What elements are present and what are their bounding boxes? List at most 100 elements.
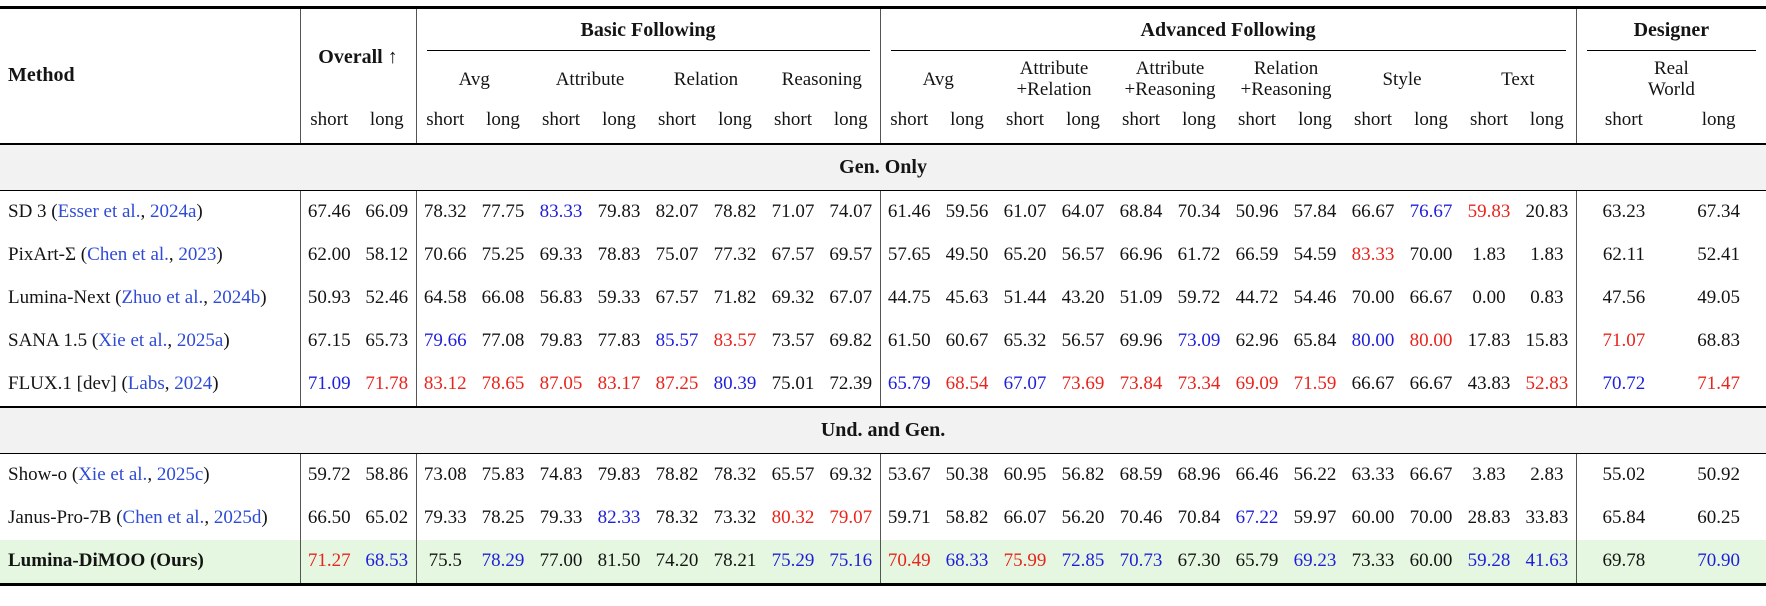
score-cell: 70.49 bbox=[879, 539, 939, 585]
score-cell: 66.67 bbox=[1409, 372, 1453, 394]
score-cell: 0.83 bbox=[1530, 286, 1564, 308]
method-text: , bbox=[140, 200, 150, 222]
score-cell: 69.23 bbox=[1293, 549, 1337, 571]
score-cell: 76.67 bbox=[1409, 200, 1453, 222]
score-cell: 79.33 bbox=[415, 496, 474, 540]
score-cell: 83.33 bbox=[539, 200, 583, 222]
score-cell: 69.96 bbox=[1119, 329, 1163, 351]
score-cell: 73.32 bbox=[713, 506, 757, 528]
score-cell: 56.83 bbox=[539, 286, 583, 308]
score-cell: 66.08 bbox=[481, 286, 525, 308]
score-cell: 66.67 bbox=[1351, 200, 1395, 222]
citation-link[interactable]: 2025c bbox=[156, 463, 204, 485]
score-cell: 49.05 bbox=[1697, 286, 1740, 308]
score-cell: 43.83 bbox=[1467, 372, 1511, 394]
score-cell: 71.07 bbox=[771, 200, 815, 222]
score-cell: 79.33 bbox=[539, 506, 583, 528]
col-group-basic-following-label: Basic Following bbox=[426, 9, 870, 51]
citation-link[interactable]: Chen et al. bbox=[87, 243, 169, 265]
method-text: , bbox=[204, 506, 214, 528]
score-cell: 64.58 bbox=[415, 276, 474, 320]
score-cell: 68.33 bbox=[945, 549, 989, 571]
citation-link[interactable]: 2024b bbox=[212, 286, 261, 308]
score-cell: 67.30 bbox=[1177, 549, 1221, 571]
score-cell: 52.83 bbox=[1525, 372, 1569, 394]
method-text: , bbox=[164, 372, 175, 394]
score-cell: 56.20 bbox=[1061, 506, 1105, 528]
citation-link[interactable]: Chen et al. bbox=[122, 506, 205, 528]
score-cell: 78.32 bbox=[713, 463, 757, 485]
score-cell: 17.83 bbox=[1467, 329, 1511, 351]
score-cell: 71.09 bbox=[299, 362, 358, 407]
pair-col-header: short bbox=[299, 106, 358, 145]
score-cell: 47.56 bbox=[1575, 276, 1672, 320]
pair-col-header: short bbox=[1112, 106, 1171, 145]
pair-col-header: long bbox=[706, 106, 764, 145]
table-row: Show-o (Xie et al., 2025c) 59.72 58.86 73.0… bbox=[0, 453, 1766, 497]
pair-col-header: long bbox=[358, 106, 416, 145]
score-cell: 78.65 bbox=[481, 372, 525, 394]
method-cell: Lumina-DiMOO (Ours) bbox=[0, 540, 300, 585]
score-cell: 44.75 bbox=[879, 276, 939, 320]
score-cell: 63.33 bbox=[1351, 463, 1395, 485]
col-group-advanced-following: Advanced Following bbox=[879, 7, 1577, 51]
score-cell: 59.71 bbox=[879, 496, 939, 540]
pair-col-header: long bbox=[938, 106, 997, 145]
score-cell: 33.83 bbox=[1525, 506, 1569, 528]
citation-link[interactable]: Xie et al. bbox=[98, 329, 168, 351]
sub-col-header: Avg bbox=[415, 51, 532, 107]
score-cell: 65.73 bbox=[365, 329, 409, 351]
citation-link[interactable]: Zhuo et al. bbox=[121, 286, 204, 308]
method-cell: SANA 1.5 (Xie et al., 2025a) bbox=[0, 320, 300, 363]
citation-link[interactable]: Xie et al. bbox=[78, 463, 148, 485]
score-cell: 69.32 bbox=[771, 286, 815, 308]
score-cell: 68.59 bbox=[1119, 463, 1163, 485]
score-cell: 69.78 bbox=[1575, 539, 1672, 585]
pair-col-header: long bbox=[474, 106, 532, 145]
citation-link[interactable]: Esser et al. bbox=[57, 200, 141, 222]
citation-link[interactable]: Labs bbox=[127, 372, 165, 394]
score-cell: 73.57 bbox=[771, 329, 815, 351]
citation-link[interactable]: 2024 bbox=[174, 372, 213, 394]
score-cell: 50.96 bbox=[1235, 200, 1279, 222]
score-cell: 78.32 bbox=[415, 190, 474, 234]
score-cell: 69.57 bbox=[829, 243, 873, 265]
score-cell: 52.46 bbox=[365, 286, 409, 308]
score-cell: 59.97 bbox=[1293, 506, 1337, 528]
citation-link[interactable]: 2023 bbox=[178, 243, 217, 265]
score-cell: 77.00 bbox=[539, 549, 583, 571]
score-cell: 80.32 bbox=[771, 506, 815, 528]
score-cell: 51.09 bbox=[1119, 286, 1163, 308]
pair-col-header: long bbox=[1402, 106, 1461, 145]
score-cell: 52.41 bbox=[1697, 243, 1740, 265]
score-cell: 66.46 bbox=[1235, 463, 1279, 485]
citation-link[interactable]: 2025d bbox=[213, 506, 262, 528]
method-text: SANA 1.5 ( bbox=[8, 329, 99, 351]
score-cell: 61.46 bbox=[879, 190, 939, 234]
sub-col-header: Attribute bbox=[555, 68, 625, 90]
score-cell: 65.02 bbox=[365, 506, 409, 528]
score-cell: 78.32 bbox=[655, 506, 699, 528]
score-cell: 65.32 bbox=[1003, 329, 1047, 351]
pair-col-header: short bbox=[1344, 106, 1403, 145]
score-cell: 78.82 bbox=[655, 463, 699, 485]
sub-col-header: Style bbox=[1382, 68, 1422, 90]
score-cell: 82.33 bbox=[597, 506, 641, 528]
score-cell: 66.07 bbox=[1003, 506, 1047, 528]
score-cell: 71.78 bbox=[365, 372, 409, 394]
score-cell: 67.22 bbox=[1235, 506, 1279, 528]
score-cell: 45.63 bbox=[945, 286, 989, 308]
score-cell: 62.11 bbox=[1575, 233, 1672, 277]
citation-link[interactable]: 2024a bbox=[149, 200, 197, 222]
score-cell: 70.73 bbox=[1119, 549, 1163, 571]
method-text: ) bbox=[196, 200, 203, 222]
method-text: ) bbox=[212, 372, 219, 394]
score-cell: 28.83 bbox=[1467, 506, 1511, 528]
score-cell: 78.25 bbox=[481, 506, 525, 528]
table-row: Lumina-Next (Zhuo et al., 2024b) 50.93 52.… bbox=[0, 276, 1766, 320]
sub-col-header: Reasoning bbox=[781, 68, 862, 90]
citation-link[interactable]: 2025a bbox=[176, 329, 224, 351]
col-group-basic-following: Basic Following bbox=[415, 7, 881, 51]
score-cell: 67.15 bbox=[299, 319, 358, 363]
score-cell: 62.00 bbox=[299, 233, 358, 277]
